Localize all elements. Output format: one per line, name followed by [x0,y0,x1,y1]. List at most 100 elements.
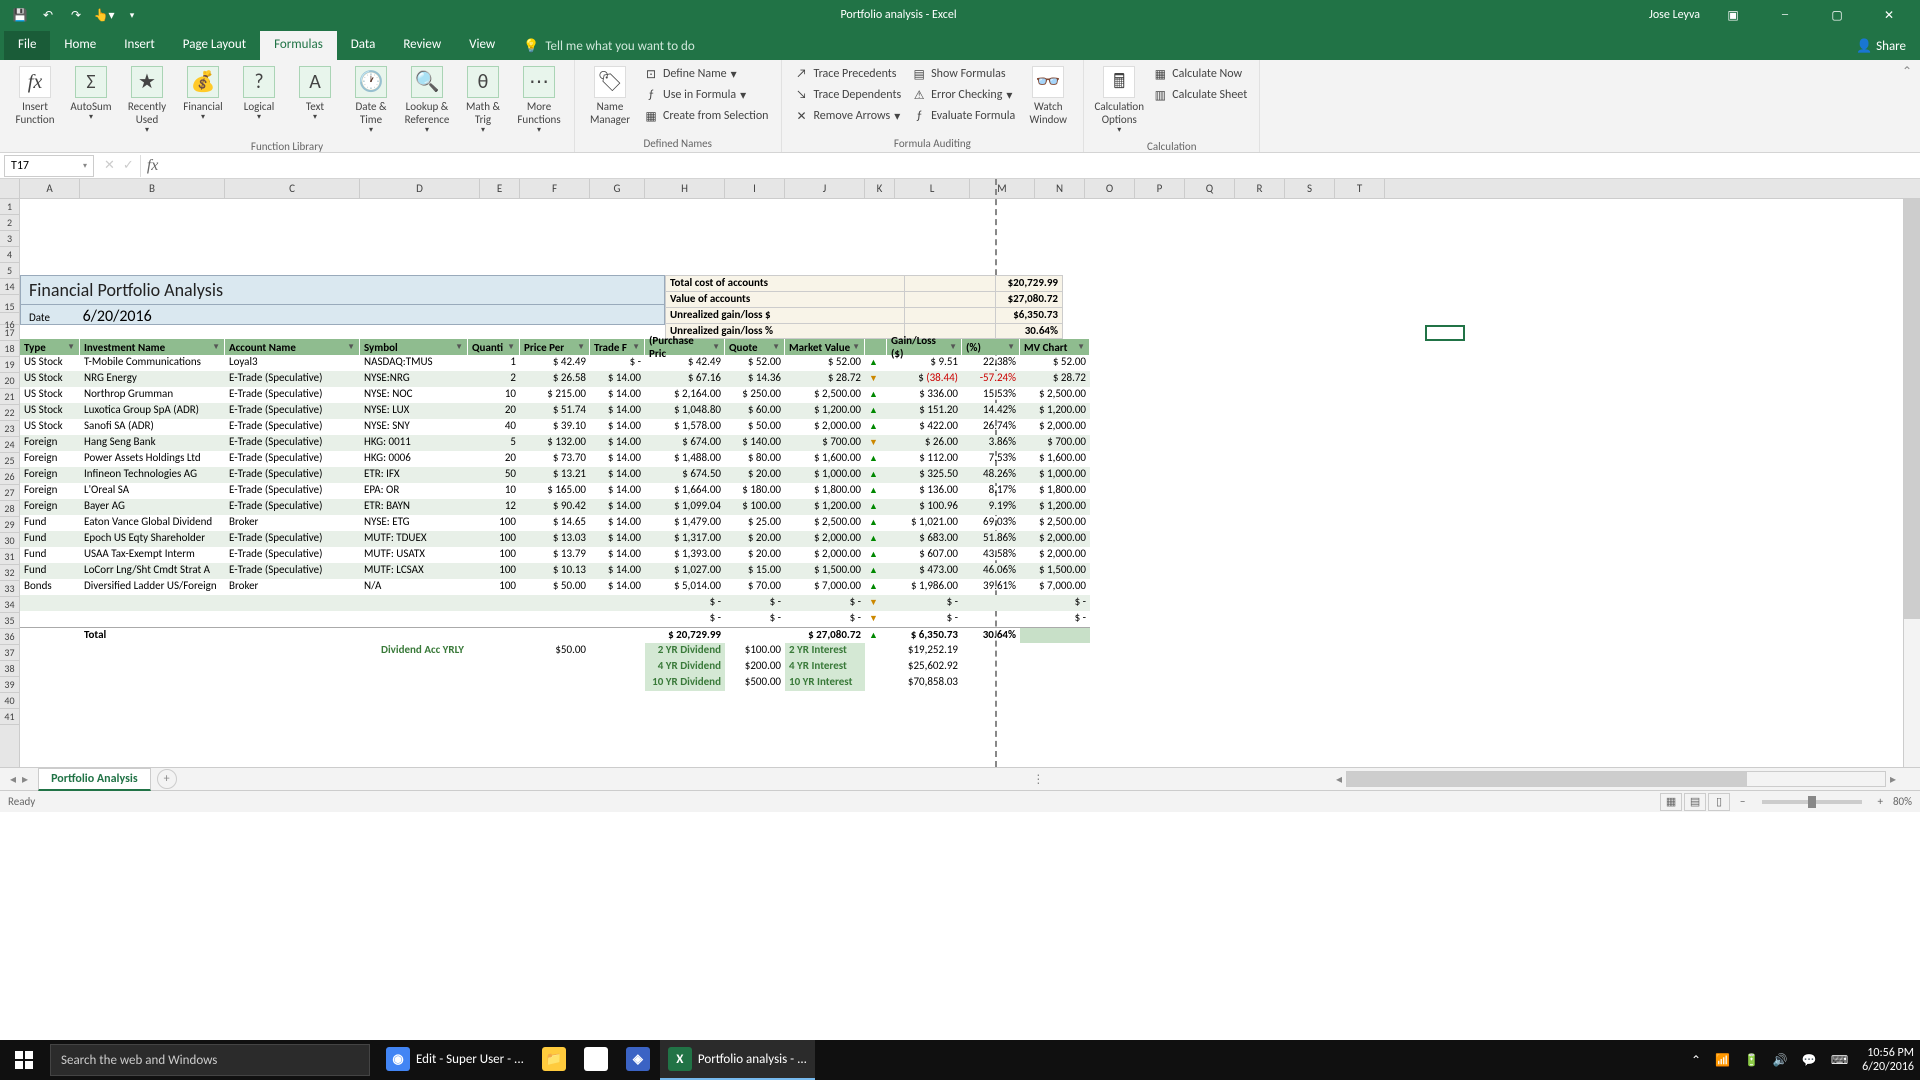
table-row[interactable]: US StockT-Mobile CommunicationsLoyal3NAS… [20,355,1090,371]
prev-sheet-icon[interactable]: ◂ [10,772,16,787]
table-header-cell[interactable]: (%)▼ [962,339,1020,355]
filter-dropdown-icon[interactable]: ▼ [577,342,585,352]
row-header[interactable]: 28 [0,501,19,517]
insert-function-button[interactable]: fxInsert Function [8,64,62,138]
logical-button[interactable]: ?Logical▾ [232,64,286,138]
math-trig-button[interactable]: θMath & Trig▾ [456,64,510,138]
table-row[interactable]: BondsDiversified Ladder US/ForeignBroker… [20,579,1090,595]
minimize-icon[interactable]: ─ [1762,0,1808,30]
col-header[interactable]: Q [1185,179,1235,198]
enter-icon[interactable]: ✓ [123,158,134,173]
text-button[interactable]: AText▾ [288,64,342,138]
filter-dropdown-icon[interactable]: ▼ [852,342,860,352]
zoom-slider[interactable] [1762,800,1862,804]
row-header[interactable]: 37 [0,645,19,661]
evaluate-formula-button[interactable]: ƒEvaluate Formula [907,106,1019,126]
row-header[interactable]: 31 [0,549,19,565]
use-in-formula-button[interactable]: ƒUse in Formula ▾ [639,85,773,105]
table-header-cell[interactable]: Gain/Loss ($)▼ [887,339,962,355]
collapse-ribbon-icon[interactable]: ⌃ [1902,64,1912,79]
show-formulas-button[interactable]: ▤Show Formulas [907,64,1019,84]
autosum-button[interactable]: ΣAutoSum▾ [64,64,118,138]
row-header[interactable]: 22 [0,405,19,421]
row-header[interactable]: 4 [0,247,19,263]
row-header[interactable]: 27 [0,485,19,501]
row-header[interactable]: 41 [0,709,19,725]
col-header[interactable]: K [865,179,895,198]
taskbar-clock[interactable]: 10:56 PM 6/20/2016 [1862,1046,1914,1075]
create-from-selection-button[interactable]: ▦Create from Selection [639,106,773,126]
tab-data[interactable]: Data [337,31,390,60]
col-header[interactable]: C [225,179,360,198]
row-header[interactable]: 16 [0,313,19,325]
table-header-cell[interactable]: Type▼ [20,339,80,355]
scroll-left-icon[interactable]: ◂ [1332,772,1346,787]
table-row[interactable]: $ -$ -$ -▼$ -$ - [20,595,1090,611]
close-icon[interactable]: ✕ [1866,0,1912,30]
cancel-icon[interactable]: ✕ [104,158,115,173]
row-header[interactable]: 38 [0,661,19,677]
row-header[interactable]: 2 [0,215,19,231]
taskbar-search[interactable]: Search the web and Windows [50,1044,370,1076]
taskbar-item[interactable]: 📁 [534,1040,574,1080]
row-header[interactable]: 32 [0,565,19,581]
table-row[interactable]: FundEaton Vance Global DividendBrokerNYS… [20,515,1090,531]
page-layout-view-icon[interactable]: ▤ [1684,793,1706,811]
table-header-cell[interactable]: Symbol▼ [360,339,468,355]
table-row[interactable]: US StockSanofi SA (ADR)E-Trade (Speculat… [20,419,1090,435]
col-header[interactable]: G [590,179,645,198]
touch-mode-icon[interactable]: 👆▾ [92,3,116,27]
formula-input[interactable] [164,155,1920,177]
filter-dropdown-icon[interactable]: ▼ [712,342,720,352]
table-row[interactable]: FundLoCorr Lng/Sht Cmdt Strat AE-Trade (… [20,563,1090,579]
col-header[interactable]: P [1135,179,1185,198]
select-all-corner[interactable] [0,179,20,199]
tell-me-search[interactable]: 💡 Tell me what you want to do [509,33,709,60]
col-header[interactable]: A [20,179,80,198]
filter-dropdown-icon[interactable]: ▼ [949,342,957,352]
page-break-view-icon[interactable]: ▯ [1708,793,1730,811]
lookup-button[interactable]: 🔍Lookup & Reference▾ [400,64,454,138]
date-time-button[interactable]: 🕐Date & Time▾ [344,64,398,138]
qat-customize-icon[interactable]: ▾ [120,3,144,27]
filter-dropdown-icon[interactable]: ▼ [212,342,220,352]
col-header[interactable]: S [1285,179,1335,198]
more-functions-button[interactable]: ⋯More Functions▾ [512,64,566,138]
row-header[interactable]: 39 [0,677,19,693]
trace-dependents-button[interactable]: ↘Trace Dependents [790,85,906,105]
table-row[interactable]: ForeignHang Seng BankE-Trade (Speculativ… [20,435,1090,451]
taskbar-item[interactable]: ◉Edit - Super User - ... [378,1040,532,1080]
zoom-in-icon[interactable]: + [1878,795,1883,808]
tab-home[interactable]: Home [50,31,110,60]
normal-view-icon[interactable]: ▦ [1660,793,1682,811]
col-header[interactable]: R [1235,179,1285,198]
filter-dropdown-icon[interactable]: ▼ [455,342,463,352]
filter-dropdown-icon[interactable]: ▼ [507,342,515,352]
row-header[interactable]: 17 [0,325,19,341]
start-button[interactable] [0,1040,48,1080]
tab-view[interactable]: View [455,31,509,60]
calculate-now-button[interactable]: ▦Calculate Now [1148,64,1251,84]
filter-dropdown-icon[interactable]: ▼ [772,342,780,352]
taskbar-item[interactable]: XPortfolio analysis - ... [660,1040,815,1080]
table-header-cell[interactable]: Trade F▼ [590,339,645,355]
share-button[interactable]: 👤 Share [1842,33,1920,60]
col-header[interactable]: F [520,179,590,198]
remove-arrows-button[interactable]: ✕Remove Arrows ▾ [790,106,906,126]
col-header[interactable]: J [785,179,865,198]
row-header[interactable]: 40 [0,693,19,709]
table-row[interactable]: US StockLuxotica Group SpA (ADR)E-Trade … [20,403,1090,419]
table-header-cell[interactable]: Quanti▼ [468,339,520,355]
table-row[interactable]: ForeignInfineon Technologies AGE-Trade (… [20,467,1090,483]
table-header-cell[interactable]: Investment Name▼ [80,339,225,355]
zoom-level[interactable]: 80% [1893,795,1912,808]
battery-icon[interactable]: 🔋 [1744,1053,1759,1068]
tab-formulas[interactable]: Formulas [260,31,337,60]
filter-dropdown-icon[interactable]: ▼ [1007,342,1015,352]
table-header-cell[interactable]: MV Chart▼ [1020,339,1090,355]
scrollbar-thumb[interactable] [1904,199,1920,619]
table-header-cell[interactable]: Quote▼ [725,339,785,355]
tab-insert[interactable]: Insert [110,31,169,60]
taskbar-item[interactable]: 🛍 [576,1040,616,1080]
table-header-cell[interactable]: Market Value▼ [785,339,865,355]
